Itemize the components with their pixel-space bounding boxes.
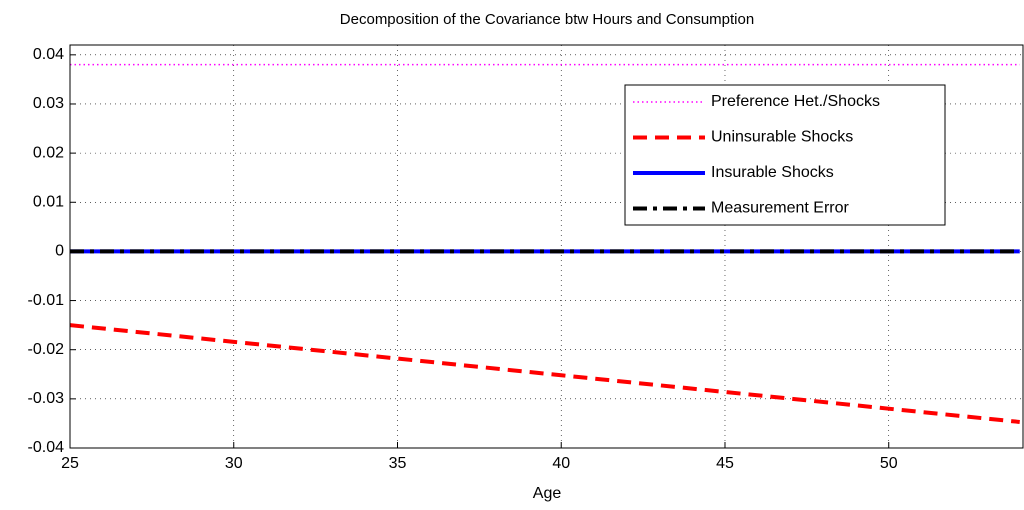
- x-tick-label: 30: [225, 455, 243, 472]
- x-tick-label: 50: [880, 455, 898, 472]
- y-tick-label: 0.02: [33, 144, 64, 161]
- y-tick-label: 0: [55, 243, 64, 260]
- x-tick-label: 40: [552, 455, 570, 472]
- x-tick-label: 25: [61, 455, 79, 472]
- chart-title: Decomposition of the Covariance btw Hour…: [340, 11, 754, 28]
- legend-label: Uninsurable Shocks: [711, 129, 853, 146]
- y-tick-label: -0.04: [28, 439, 65, 456]
- y-tick-label: 0.04: [33, 46, 64, 63]
- y-tick-label: -0.02: [28, 341, 65, 358]
- legend-label: Insurable Shocks: [711, 164, 834, 181]
- plot-frame: [69, 44, 1024, 449]
- legend-box: [624, 84, 946, 226]
- x-tick-label: 45: [716, 455, 734, 472]
- x-axis-label: Age: [533, 485, 562, 502]
- legend-label: Preference Het./Shocks: [711, 93, 880, 110]
- y-tick-label: 0.03: [33, 95, 64, 112]
- legend-label: Measurement Error: [711, 200, 849, 217]
- y-tick-label: 0.01: [33, 193, 64, 210]
- series-line: [70, 323, 1020, 424]
- y-tick-label: -0.03: [28, 390, 65, 407]
- x-tick-label: 35: [389, 455, 407, 472]
- y-tick-label: -0.01: [28, 292, 65, 309]
